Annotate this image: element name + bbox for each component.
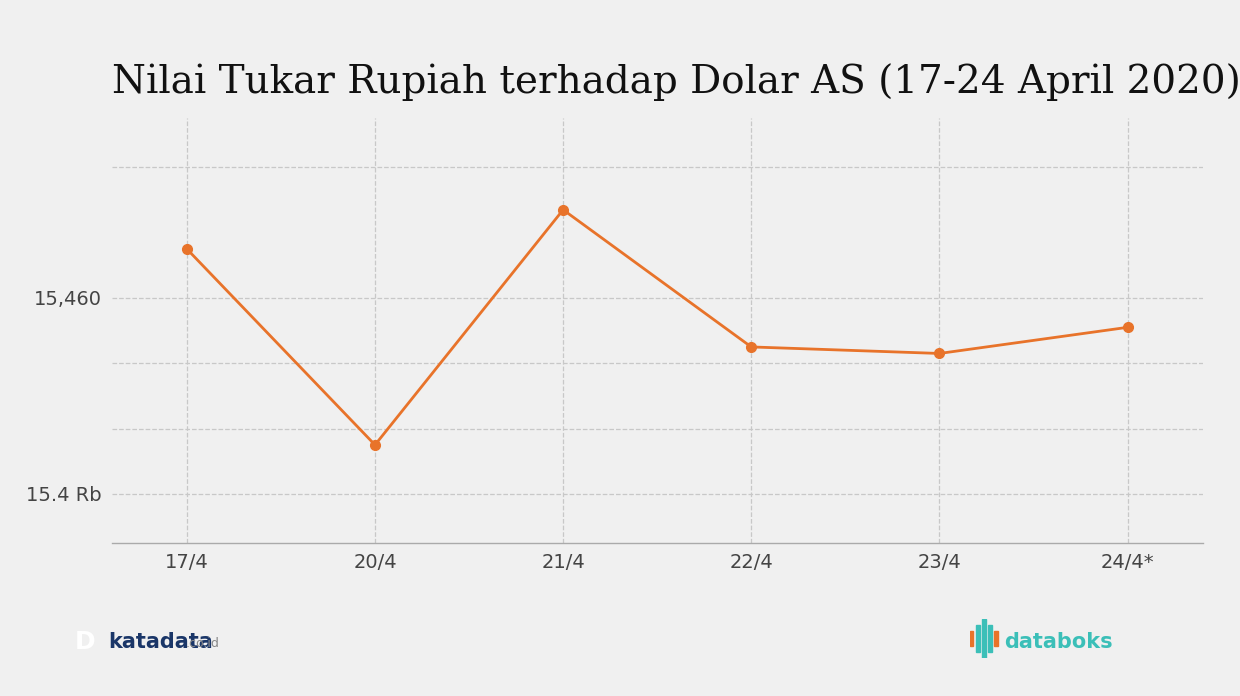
- Bar: [982, 619, 986, 658]
- Text: katadata: katadata: [108, 632, 212, 651]
- Text: D: D: [76, 630, 95, 654]
- Text: databoks: databoks: [1004, 632, 1114, 651]
- Bar: [976, 625, 980, 652]
- Bar: [988, 625, 992, 652]
- Text: Nilai Tukar Rupiah terhadap Dolar AS (17-24 April 2020): Nilai Tukar Rupiah terhadap Dolar AS (17…: [112, 63, 1240, 102]
- Text: .co.id: .co.id: [186, 638, 219, 650]
- Bar: [970, 631, 973, 646]
- Bar: [994, 631, 998, 646]
